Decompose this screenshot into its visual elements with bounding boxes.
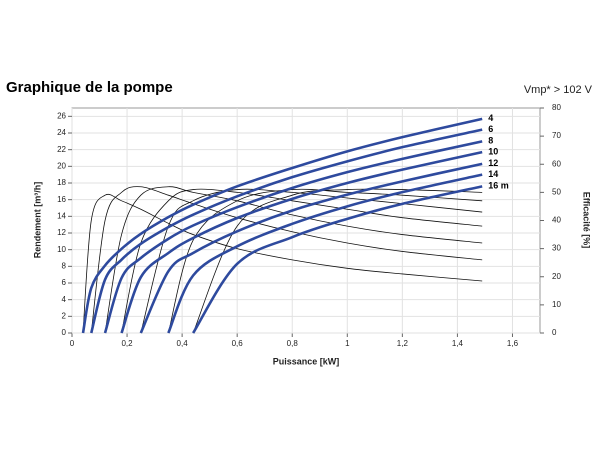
x-tick-label: 0,2 <box>121 339 133 348</box>
flow-curve <box>192 185 483 334</box>
efficiency-curve <box>104 186 483 334</box>
y-tick-label: 8 <box>62 261 67 270</box>
x-tick-label: 1 <box>345 339 350 348</box>
curve-label: 6 <box>488 124 493 134</box>
y2-axis-label: Efficacité [%] <box>582 192 592 249</box>
x-tick-label: 1,4 <box>452 339 464 348</box>
y-tick-label: 10 <box>57 245 66 254</box>
flow-curve <box>139 162 483 334</box>
y-tick-label: 2 <box>62 311 67 320</box>
y-tick-label: 18 <box>57 178 66 187</box>
chart-subtitle: Vmp* > 102 V <box>524 84 593 96</box>
x-tick-label: 1,6 <box>507 339 519 348</box>
curve-label: 4 <box>488 113 493 123</box>
y2-tick-label: 50 <box>552 187 561 196</box>
curve-label: 10 <box>488 147 498 157</box>
x-tick-label: 0,8 <box>287 339 299 348</box>
y-tick-label: 12 <box>57 228 66 237</box>
x-tick-label: 0,6 <box>232 339 244 348</box>
y-tick-label: 0 <box>62 328 67 337</box>
flow-curve <box>103 140 483 334</box>
curve-label: 12 <box>488 158 498 168</box>
x-tick-label: 1,2 <box>397 339 409 348</box>
flow-curve <box>90 128 483 334</box>
curve-label: 14 <box>488 169 498 179</box>
y2-tick-label: 0 <box>552 328 557 337</box>
x-tick-label: 0,4 <box>177 339 189 348</box>
y-axis-label: Rendement [m³/h] <box>32 182 42 259</box>
chart-title: Graphique de la pompe <box>6 79 173 96</box>
efficiency-curve <box>121 188 483 334</box>
y-tick-label: 20 <box>57 161 66 170</box>
y2-tick-label: 20 <box>552 272 561 281</box>
y2-tick-label: 10 <box>552 300 561 309</box>
flow-curve <box>167 173 483 334</box>
y-tick-label: 22 <box>57 145 66 154</box>
y-tick-label: 14 <box>57 211 66 220</box>
y2-tick-label: 40 <box>552 216 561 225</box>
y2-tick-label: 30 <box>552 244 561 253</box>
curve-label: 16 m <box>488 181 509 191</box>
efficiency-curve <box>82 193 483 334</box>
y2-tick-label: 70 <box>552 131 561 140</box>
y-tick-label: 4 <box>62 295 67 304</box>
flow-curve <box>120 150 483 334</box>
y-tick-label: 26 <box>57 111 66 120</box>
y-tick-label: 6 <box>62 278 67 287</box>
y2-tick-label: 60 <box>552 159 561 168</box>
curve-label: 8 <box>488 136 493 146</box>
y2-tick-label: 80 <box>552 103 561 112</box>
flow-curve <box>81 117 483 334</box>
y-tick-label: 24 <box>57 128 66 137</box>
y-tick-label: 16 <box>57 195 66 204</box>
x-tick-label: 0 <box>70 339 75 348</box>
efficiency-curve <box>167 188 483 334</box>
x-axis-label: Puissance [kW] <box>273 356 340 366</box>
